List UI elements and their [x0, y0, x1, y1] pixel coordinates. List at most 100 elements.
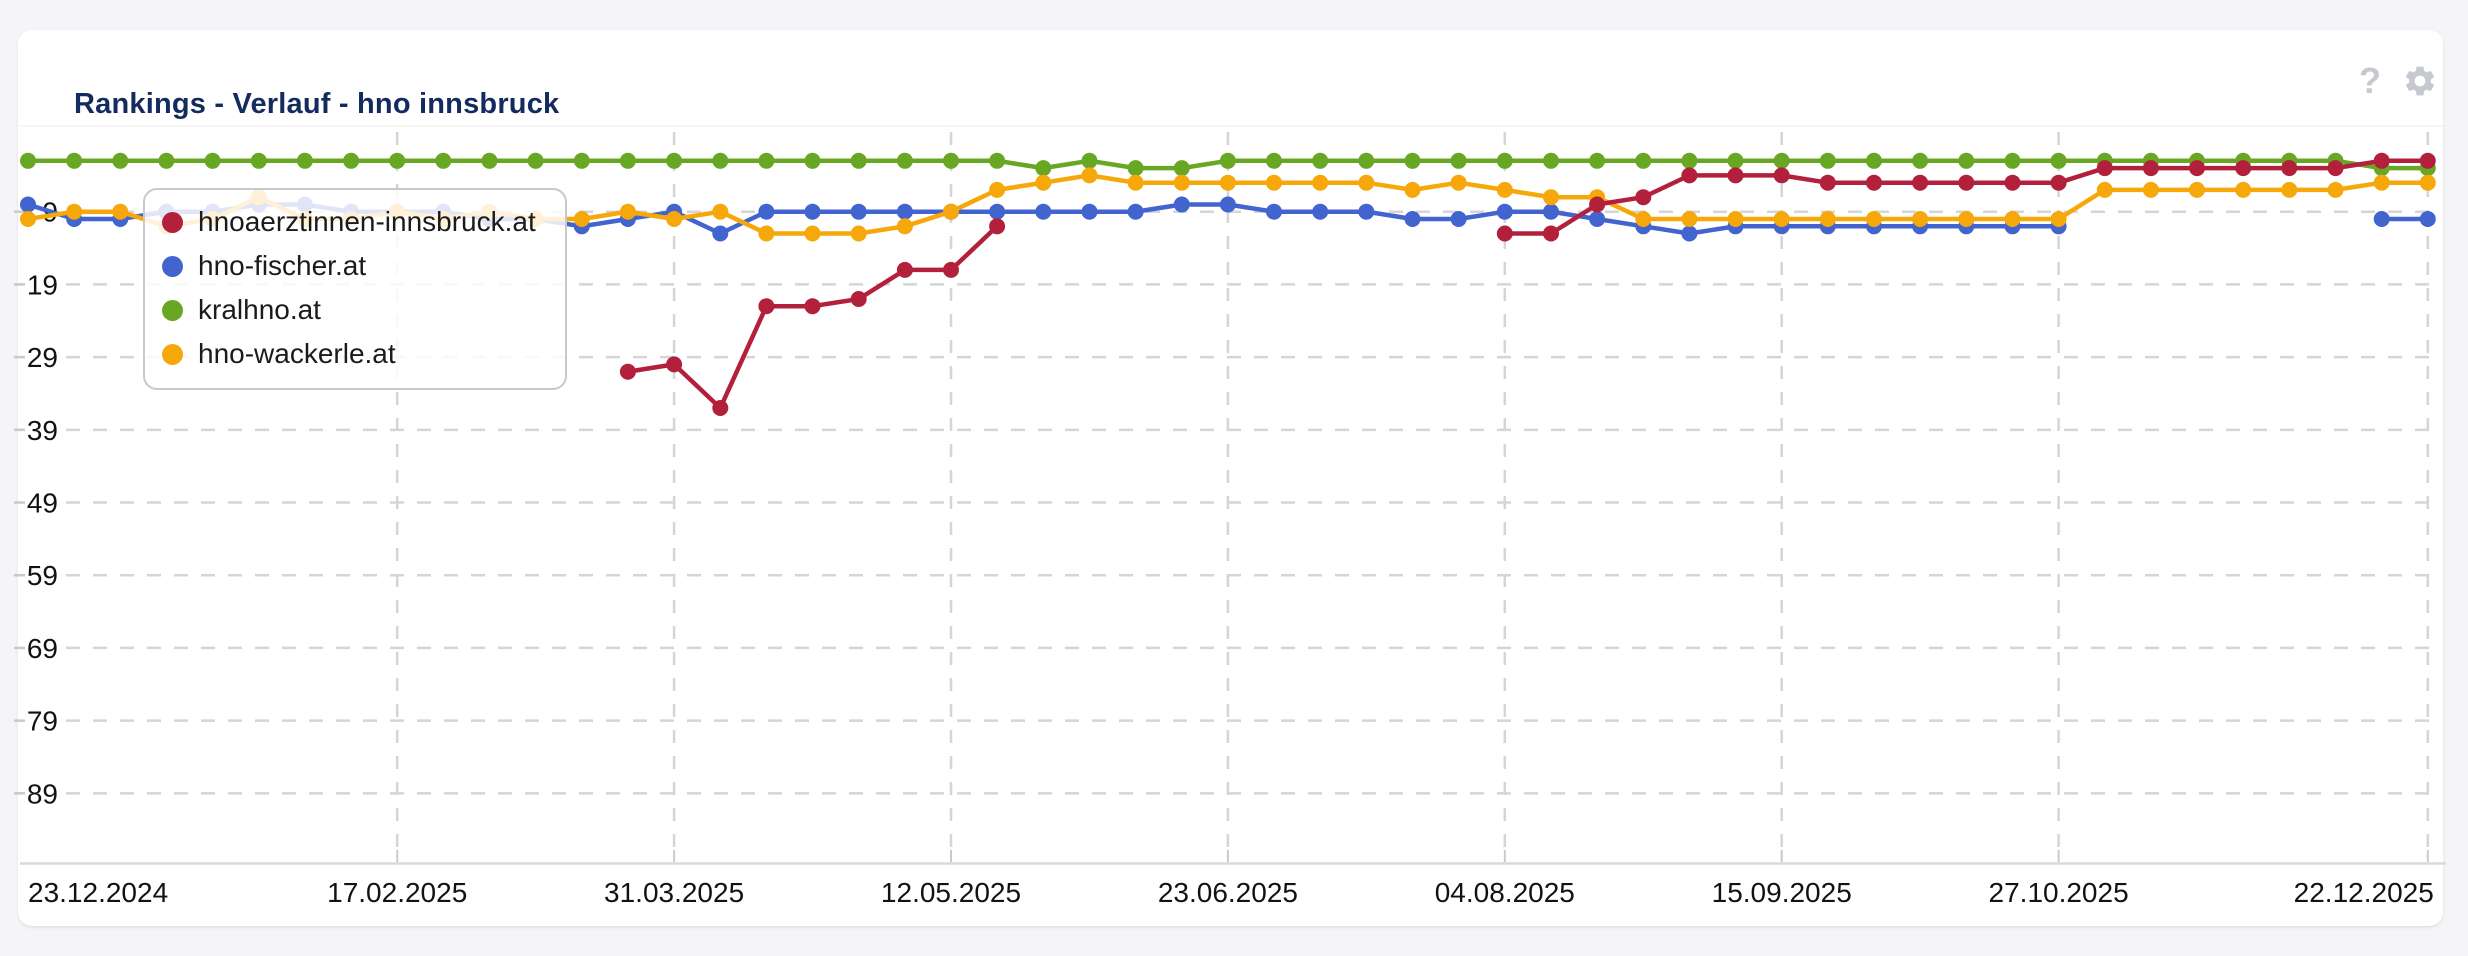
- series-point[interactable]: [1450, 211, 1467, 227]
- series-point[interactable]: [619, 363, 636, 380]
- series-point[interactable]: [2419, 174, 2436, 191]
- series-point[interactable]: [1543, 225, 1559, 242]
- series-point[interactable]: [989, 203, 1006, 220]
- series-point[interactable]: [2235, 181, 2252, 198]
- series-point[interactable]: [1035, 174, 1052, 191]
- series-point[interactable]: [20, 196, 36, 213]
- series-point[interactable]: [1635, 152, 1652, 169]
- series-point[interactable]: [1912, 211, 1929, 227]
- series-point[interactable]: [1266, 203, 1282, 220]
- legend-item[interactable]: hno-fischer.at: [162, 244, 545, 288]
- series-point[interactable]: [896, 218, 913, 235]
- series-point[interactable]: [250, 152, 267, 169]
- series-point[interactable]: [989, 152, 1006, 169]
- series-point[interactable]: [850, 152, 867, 169]
- series-point[interactable]: [804, 203, 821, 220]
- series-point[interactable]: [2050, 211, 2067, 227]
- series-point[interactable]: [1773, 211, 1790, 227]
- series-point[interactable]: [2096, 181, 2113, 198]
- series-point[interactable]: [758, 203, 775, 220]
- series-point[interactable]: [666, 356, 683, 373]
- series-point[interactable]: [2004, 211, 2021, 227]
- series-point[interactable]: [1127, 174, 1144, 191]
- series-point[interactable]: [619, 203, 636, 220]
- series-point[interactable]: [666, 152, 683, 169]
- series-point[interactable]: [158, 152, 175, 169]
- series-point[interactable]: [943, 152, 959, 169]
- series-point[interactable]: [1358, 203, 1375, 220]
- series-point[interactable]: [1681, 167, 1698, 184]
- series-point[interactable]: [1358, 174, 1375, 191]
- series-point[interactable]: [1127, 160, 1144, 177]
- series-point[interactable]: [1773, 152, 1790, 169]
- series-point[interactable]: [1958, 152, 1975, 169]
- series-point[interactable]: [1081, 152, 1098, 169]
- series-point[interactable]: [1958, 174, 1975, 191]
- series-point[interactable]: [112, 203, 129, 220]
- series-point[interactable]: [343, 152, 360, 169]
- series-point[interactable]: [2327, 181, 2344, 198]
- series-point[interactable]: [1312, 152, 1329, 169]
- series-point[interactable]: [2281, 160, 2298, 177]
- series-point[interactable]: [1496, 225, 1513, 242]
- series-point[interactable]: [1635, 189, 1652, 206]
- series-point[interactable]: [2004, 152, 2021, 169]
- series-point[interactable]: [1912, 174, 1929, 191]
- series-point[interactable]: [2142, 160, 2159, 177]
- series-point[interactable]: [1819, 211, 1836, 227]
- series-point[interactable]: [850, 225, 867, 242]
- series-point[interactable]: [1035, 203, 1052, 220]
- series-point[interactable]: [1866, 152, 1882, 169]
- series-point[interactable]: [20, 152, 36, 169]
- series-point[interactable]: [758, 152, 775, 169]
- series-point[interactable]: [850, 203, 867, 220]
- series-point[interactable]: [1035, 160, 1052, 177]
- series-point[interactable]: [850, 291, 867, 307]
- series-point[interactable]: [1681, 225, 1698, 242]
- series-point[interactable]: [712, 400, 729, 416]
- series-point[interactable]: [1219, 152, 1236, 169]
- series-point[interactable]: [1450, 152, 1467, 169]
- series-point[interactable]: [2373, 174, 2390, 191]
- series-point[interactable]: [804, 152, 821, 169]
- series-point[interactable]: [1173, 174, 1190, 191]
- series-point[interactable]: [1127, 203, 1144, 220]
- series-point[interactable]: [2050, 174, 2067, 191]
- series-point[interactable]: [1543, 189, 1559, 206]
- series-point[interactable]: [896, 261, 913, 278]
- series-point[interactable]: [2096, 160, 2113, 177]
- series-point[interactable]: [989, 218, 1006, 235]
- series-point[interactable]: [1312, 203, 1329, 220]
- series-point[interactable]: [1773, 167, 1790, 184]
- series-point[interactable]: [1404, 211, 1421, 227]
- series-point[interactable]: [1727, 167, 1744, 184]
- series-point[interactable]: [1173, 160, 1190, 177]
- series-point[interactable]: [1681, 211, 1698, 227]
- series-point[interactable]: [2235, 160, 2252, 177]
- series-point[interactable]: [1404, 152, 1421, 169]
- series-point[interactable]: [1543, 203, 1559, 220]
- series-point[interactable]: [1358, 152, 1375, 169]
- legend-item[interactable]: hnoaerztinnen-innsbruck.at: [162, 200, 545, 244]
- series-point[interactable]: [66, 203, 83, 220]
- series-point[interactable]: [1266, 174, 1282, 191]
- series-point[interactable]: [989, 181, 1006, 198]
- series-point[interactable]: [1681, 152, 1698, 169]
- series-point[interactable]: [1081, 203, 1098, 220]
- series-point[interactable]: [1543, 152, 1559, 169]
- series-point[interactable]: [2189, 181, 2205, 198]
- series-point[interactable]: [896, 203, 913, 220]
- legend-item[interactable]: hno-wackerle.at: [162, 332, 545, 376]
- series-point[interactable]: [1958, 211, 1975, 227]
- series-point[interactable]: [2189, 160, 2205, 177]
- series-point[interactable]: [1912, 152, 1929, 169]
- series-point[interactable]: [804, 225, 821, 242]
- series-point[interactable]: [435, 152, 452, 169]
- settings-gear-icon[interactable]: [2402, 63, 2438, 99]
- series-point[interactable]: [481, 152, 498, 169]
- series-point[interactable]: [2327, 160, 2344, 177]
- series-point[interactable]: [1819, 174, 1836, 191]
- series-point[interactable]: [1312, 174, 1329, 191]
- series-point[interactable]: [296, 152, 313, 169]
